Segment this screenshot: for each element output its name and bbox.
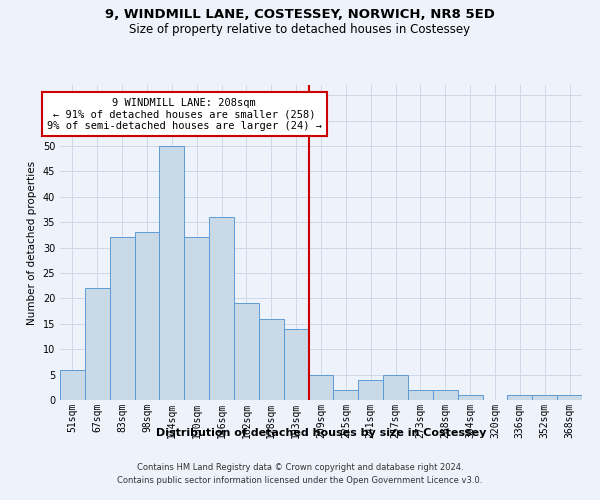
Bar [532,395,557,400]
Bar [134,232,160,400]
Y-axis label: Number of detached properties: Number of detached properties [27,160,37,324]
Text: 9 WINDMILL LANE: 208sqm
← 91% of detached houses are smaller (258)
9% of semi-de: 9 WINDMILL LANE: 208sqm ← 91% of detache… [47,98,322,131]
Bar [508,395,532,400]
Bar [308,374,334,400]
Bar [209,217,234,400]
Text: Contains HM Land Registry data © Crown copyright and database right 2024.: Contains HM Land Registry data © Crown c… [137,462,463,471]
Text: Contains public sector information licensed under the Open Government Licence v3: Contains public sector information licen… [118,476,482,485]
Bar [110,238,134,400]
Bar [85,288,110,400]
Bar [259,318,284,400]
Bar [184,238,209,400]
Bar [284,329,308,400]
Text: Size of property relative to detached houses in Costessey: Size of property relative to detached ho… [130,22,470,36]
Bar [334,390,358,400]
Bar [358,380,383,400]
Bar [458,395,482,400]
Bar [60,370,85,400]
Text: 9, WINDMILL LANE, COSTESSEY, NORWICH, NR8 5ED: 9, WINDMILL LANE, COSTESSEY, NORWICH, NR… [105,8,495,20]
Bar [160,146,184,400]
Bar [383,374,408,400]
Bar [234,304,259,400]
Bar [408,390,433,400]
Bar [557,395,582,400]
Bar [433,390,458,400]
Text: Distribution of detached houses by size in Costessey: Distribution of detached houses by size … [156,428,486,438]
